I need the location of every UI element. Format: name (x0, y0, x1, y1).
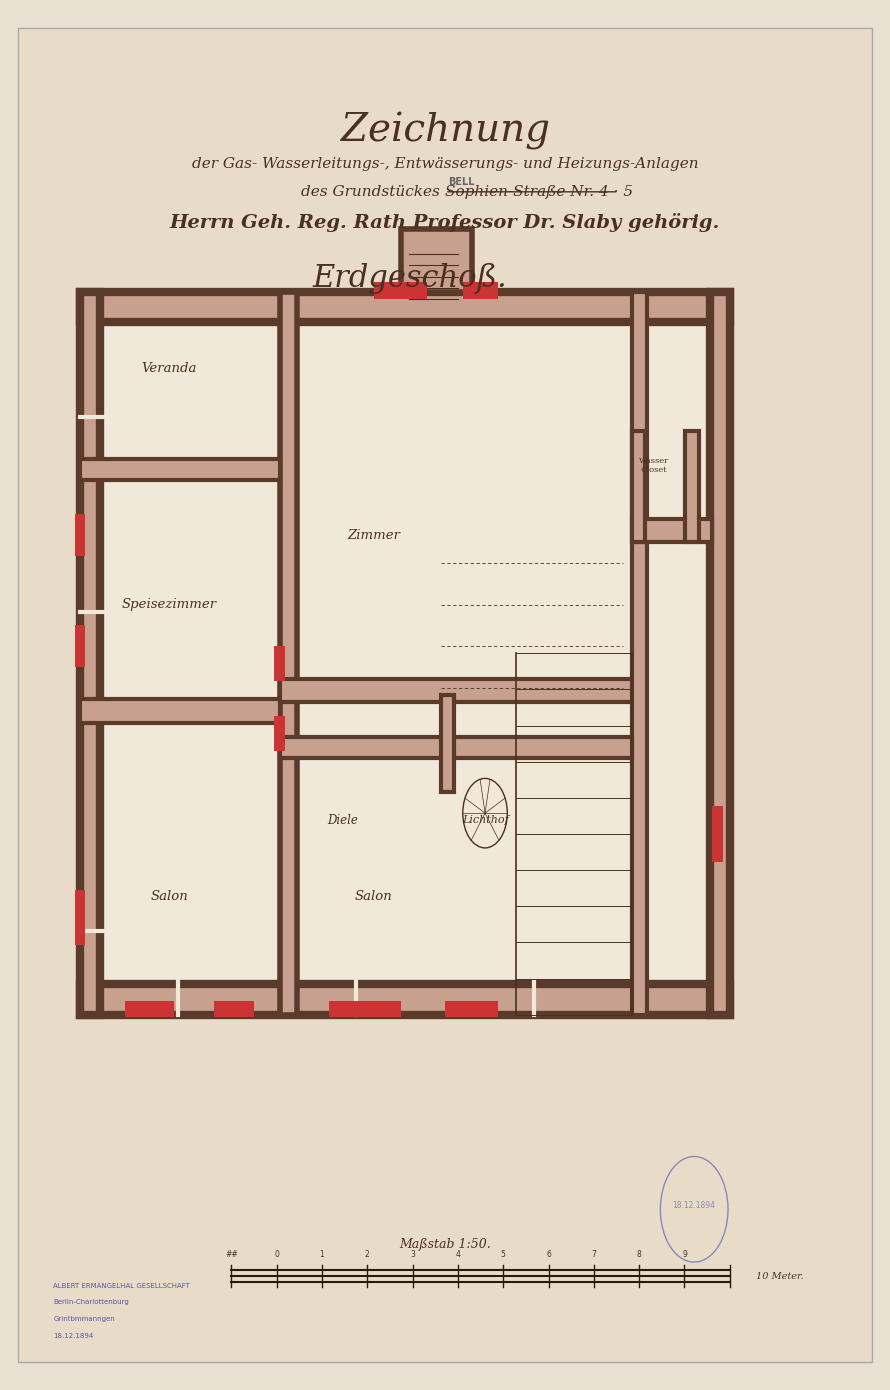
Text: 8: 8 (637, 1250, 642, 1258)
Text: 0: 0 (274, 1250, 279, 1258)
Bar (632, 431, 645, 542)
Bar (441, 695, 454, 792)
Bar (463, 282, 498, 299)
Bar (280, 737, 632, 758)
Bar (80, 699, 280, 723)
Text: Zeichnung: Zeichnung (341, 111, 549, 150)
Text: Salon: Salon (150, 890, 188, 904)
Bar (214, 1001, 254, 1017)
Text: Diele: Diele (328, 813, 358, 827)
Text: der Gas- Wasserleitungs-, Entwässerungs- und Heizungs-Anlagen: der Gas- Wasserleitungs-, Entwässerungs-… (191, 157, 699, 171)
Text: ##: ## (225, 1250, 238, 1258)
Bar (712, 806, 723, 862)
Text: Zimmer: Zimmer (347, 528, 400, 542)
FancyBboxPatch shape (18, 28, 872, 1362)
Bar (274, 646, 285, 681)
Text: 2: 2 (365, 1250, 369, 1258)
Text: Wasser
Closet: Wasser Closet (639, 457, 669, 474)
Bar (75, 890, 85, 945)
Bar (125, 1001, 174, 1017)
Bar (274, 716, 285, 751)
Bar (400, 229, 472, 292)
Text: 10 Meter.: 10 Meter. (756, 1272, 805, 1280)
Text: Veranda: Veranda (142, 361, 197, 375)
Text: 1: 1 (320, 1250, 324, 1258)
Text: 6: 6 (546, 1250, 551, 1258)
Text: Maßstab 1:50.: Maßstab 1:50. (399, 1237, 491, 1251)
Bar (685, 431, 699, 542)
Text: 5: 5 (501, 1250, 506, 1258)
Text: Grintbmmanngen: Grintbmmanngen (53, 1316, 115, 1322)
Text: 9: 9 (682, 1250, 687, 1258)
Text: Herrn Geh. Reg. Rath Professor Dr. Slaby gehörig.: Herrn Geh. Reg. Rath Professor Dr. Slaby… (170, 213, 720, 232)
Bar (75, 514, 85, 556)
Text: Berlin-Charlottenburg: Berlin-Charlottenburg (53, 1300, 129, 1305)
Text: 3: 3 (410, 1250, 415, 1258)
Text: 4: 4 (456, 1250, 460, 1258)
Text: des Grundstückes: des Grundstückes (301, 185, 445, 199)
Bar (80, 292, 100, 1015)
Bar (710, 292, 730, 1015)
Text: Speisezimmer: Speisezimmer (122, 598, 216, 612)
Bar (280, 292, 297, 1015)
Text: Sophien-Straße Nr. 4 · 5: Sophien-Straße Nr. 4 · 5 (445, 185, 633, 199)
Bar (445, 1001, 498, 1017)
Bar (80, 984, 730, 1015)
Text: ALBERT ERMANGELHAL GESELLSCHAFT: ALBERT ERMANGELHAL GESELLSCHAFT (53, 1283, 190, 1289)
Bar (632, 292, 647, 1015)
Bar (75, 626, 85, 667)
Text: Lichthof: Lichthof (462, 815, 508, 826)
Text: Erdgeschoß.: Erdgeschoß. (312, 263, 506, 293)
Bar (100, 322, 710, 984)
Text: Salon: Salon (355, 890, 392, 904)
Bar (374, 282, 427, 299)
Text: 18.12.1894: 18.12.1894 (673, 1201, 716, 1209)
Text: 7: 7 (592, 1250, 596, 1258)
Bar (632, 518, 712, 542)
Bar (329, 1001, 400, 1017)
Bar (80, 459, 280, 480)
Bar (80, 292, 730, 322)
Bar (280, 678, 636, 702)
Text: BELL: BELL (448, 177, 474, 188)
Text: 18.12.1894: 18.12.1894 (53, 1333, 93, 1339)
